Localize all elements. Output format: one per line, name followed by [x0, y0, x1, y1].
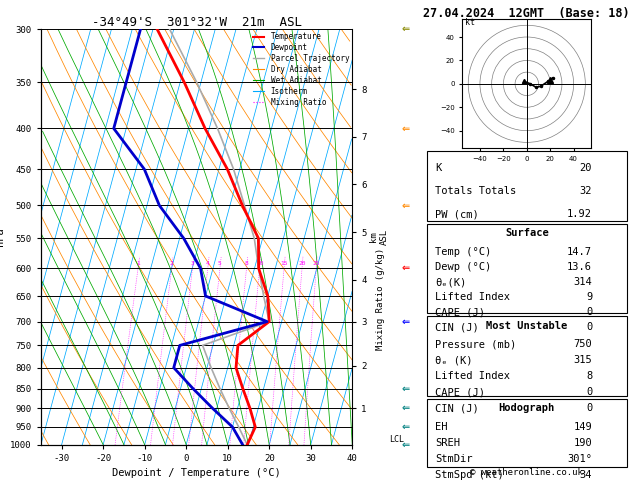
Text: CAPE (J): CAPE (J): [435, 387, 485, 398]
Text: 0: 0: [586, 387, 593, 398]
Text: PW (cm): PW (cm): [435, 209, 479, 220]
Text: 8: 8: [245, 261, 248, 266]
Text: θₑ (K): θₑ (K): [435, 355, 472, 365]
Text: © weatheronline.co.uk: © weatheronline.co.uk: [470, 468, 583, 477]
Text: 9: 9: [586, 292, 593, 302]
Text: StmSpd (kt): StmSpd (kt): [435, 470, 504, 480]
Text: Most Unstable: Most Unstable: [486, 321, 567, 331]
Text: Lifted Index: Lifted Index: [435, 371, 509, 382]
Text: ⇐: ⇐: [402, 422, 409, 432]
Text: 15: 15: [281, 261, 288, 266]
Text: 2: 2: [170, 261, 174, 266]
Text: 1.92: 1.92: [567, 209, 593, 220]
Text: ⇐: ⇐: [402, 440, 409, 450]
Text: ⇐: ⇐: [402, 316, 409, 327]
Text: 4: 4: [206, 261, 209, 266]
Text: 27.04.2024  12GMT  (Base: 18): 27.04.2024 12GMT (Base: 18): [423, 7, 629, 20]
Text: LCL: LCL: [389, 435, 404, 444]
Bar: [426, 399, 627, 467]
Text: θₑ(K): θₑ(K): [435, 277, 466, 287]
Text: 190: 190: [574, 438, 593, 448]
Text: 8: 8: [586, 371, 593, 382]
Title: -34°49'S  301°32'W  21m  ASL: -34°49'S 301°32'W 21m ASL: [92, 16, 301, 29]
Bar: [426, 224, 627, 313]
Text: K: K: [435, 163, 441, 173]
Text: Hodograph: Hodograph: [499, 403, 555, 414]
Y-axis label: km
ASL: km ASL: [369, 229, 389, 245]
Text: 34: 34: [580, 470, 593, 480]
Text: Temp (°C): Temp (°C): [435, 247, 491, 257]
Text: EH: EH: [435, 422, 447, 432]
Text: CIN (J): CIN (J): [435, 322, 479, 332]
Text: ⇐: ⇐: [402, 200, 409, 210]
Text: 14.7: 14.7: [567, 247, 593, 257]
Text: ⇐: ⇐: [402, 403, 409, 413]
Text: Pressure (mb): Pressure (mb): [435, 339, 516, 349]
Text: 32: 32: [580, 186, 593, 196]
Text: 0: 0: [586, 307, 593, 317]
X-axis label: Dewpoint / Temperature (°C): Dewpoint / Temperature (°C): [112, 469, 281, 478]
Text: StmDir: StmDir: [435, 454, 472, 464]
Text: ⇐: ⇐: [402, 123, 409, 134]
Text: Dewp (°C): Dewp (°C): [435, 262, 491, 272]
Text: Lifted Index: Lifted Index: [435, 292, 509, 302]
Text: 315: 315: [574, 355, 593, 365]
Text: 0: 0: [586, 403, 593, 414]
Text: Surface: Surface: [505, 228, 548, 239]
Text: 0: 0: [586, 322, 593, 332]
Text: 25: 25: [313, 261, 320, 266]
Text: 750: 750: [574, 339, 593, 349]
Text: 149: 149: [574, 422, 593, 432]
Text: 301°: 301°: [567, 454, 593, 464]
Bar: [426, 316, 627, 396]
Text: 20: 20: [580, 163, 593, 173]
Legend: Temperature, Dewpoint, Parcel Trajectory, Dry Adiabat, Wet Adiabat, Isotherm, Mi: Temperature, Dewpoint, Parcel Trajectory…: [250, 29, 352, 110]
Text: ⇐: ⇐: [402, 24, 409, 34]
Text: kt: kt: [465, 18, 475, 27]
Bar: [426, 151, 627, 221]
Text: SREH: SREH: [435, 438, 460, 448]
Text: 3: 3: [191, 261, 194, 266]
Text: ⇐: ⇐: [402, 383, 409, 394]
Y-axis label: hPa: hPa: [0, 227, 5, 246]
Text: 314: 314: [574, 277, 593, 287]
Text: 5: 5: [218, 261, 222, 266]
Text: Totals Totals: Totals Totals: [435, 186, 516, 196]
Text: 20: 20: [298, 261, 306, 266]
Text: 1: 1: [136, 261, 140, 266]
Text: ⇐: ⇐: [402, 263, 409, 274]
Text: CAPE (J): CAPE (J): [435, 307, 485, 317]
Text: CIN (J): CIN (J): [435, 403, 479, 414]
Text: 13.6: 13.6: [567, 262, 593, 272]
Text: Mixing Ratio (g/kg): Mixing Ratio (g/kg): [376, 248, 385, 350]
Text: 10: 10: [256, 261, 264, 266]
